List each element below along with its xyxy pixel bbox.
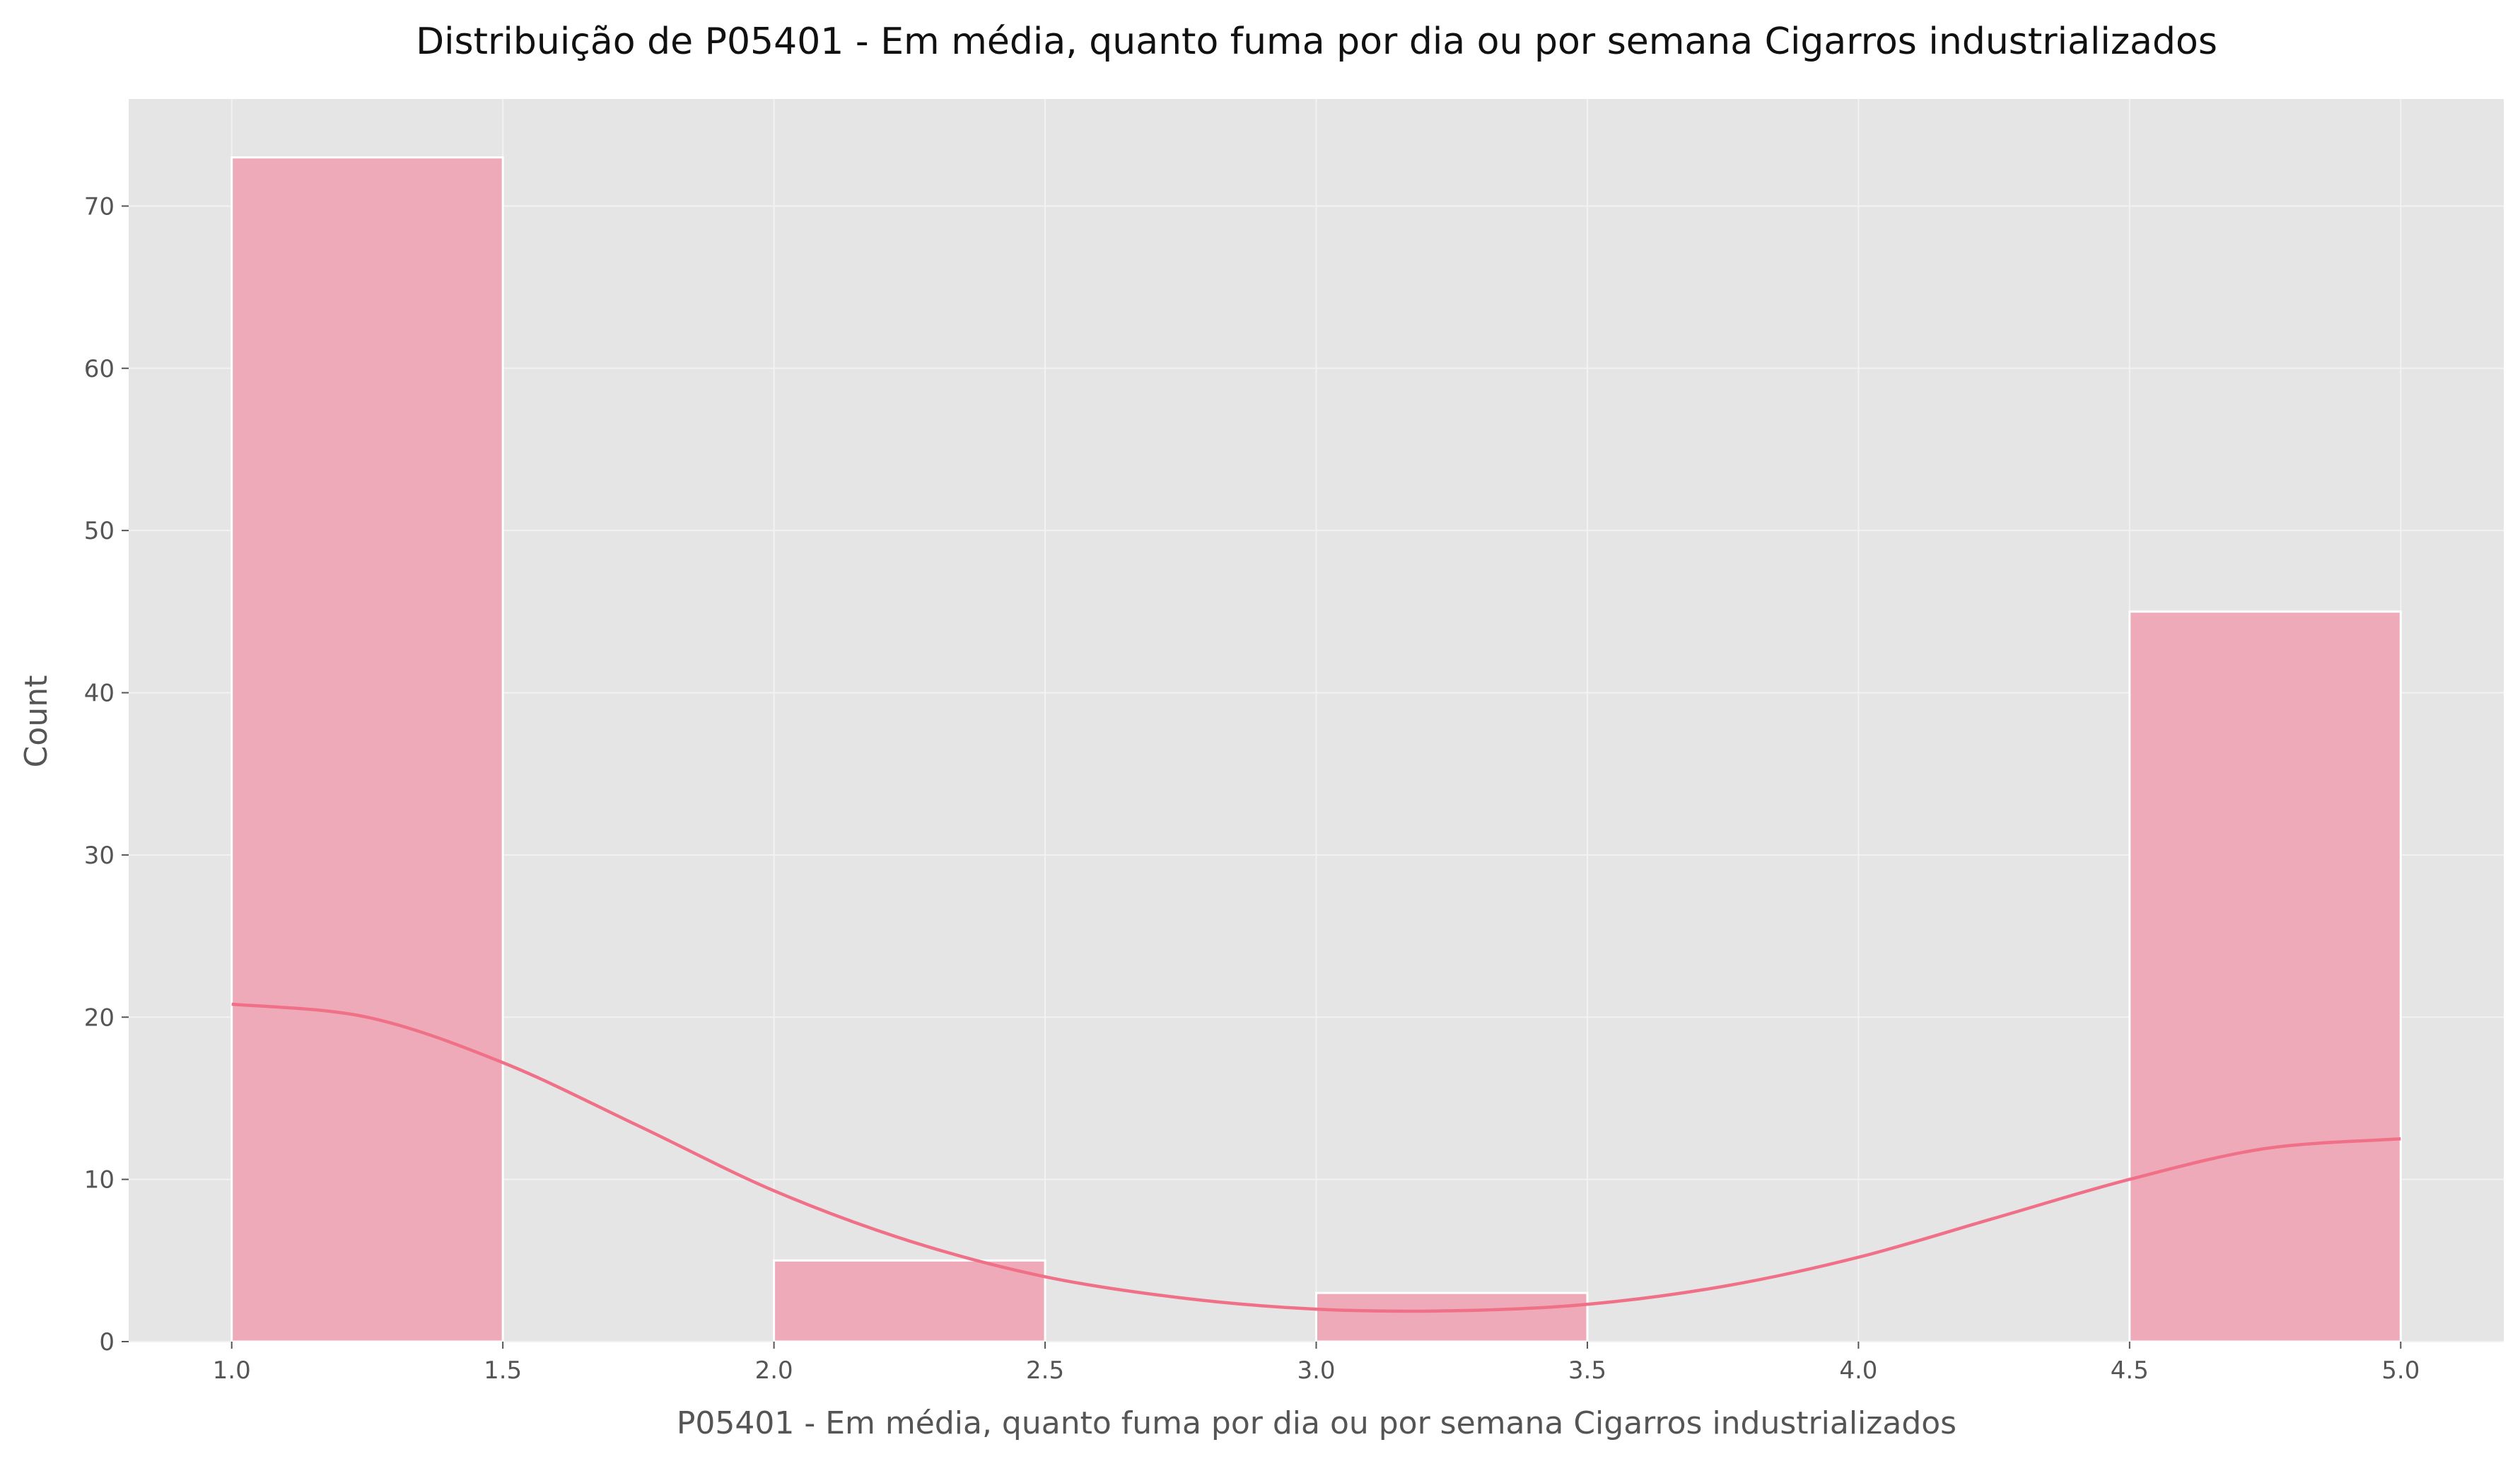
- y-axis-label: Count: [18, 675, 54, 768]
- histogram-bar: [231, 156, 504, 1343]
- histogram-bar: [773, 1259, 1046, 1343]
- y-axis-ticks: 0 10 20 30 40 50 60 70: [84, 192, 129, 1356]
- kde-curve: [231, 1002, 2401, 1313]
- histogram-bar: [2128, 610, 2402, 1343]
- y-tick-label: 30: [84, 842, 115, 870]
- x-tick-label: 4.0: [1839, 1356, 1877, 1385]
- y-tick-label: 10: [84, 1166, 115, 1194]
- x-tick-label: 3.0: [1297, 1356, 1335, 1385]
- x-tick-label: 2.5: [1026, 1356, 1064, 1385]
- x-axis-ticks: 1.0 1.5 2.0 2.5 3.0 3.5 4.0 4.5 5.0: [213, 1342, 2420, 1385]
- y-tick-label: 50: [84, 517, 115, 545]
- x-tick-label: 1.5: [484, 1356, 522, 1385]
- x-tick-label: 1.0: [213, 1356, 251, 1385]
- y-tick-label: 40: [84, 680, 115, 708]
- kde-curve-layer: [231, 1002, 2401, 1313]
- y-tick-label: 70: [84, 192, 115, 221]
- x-tick-label: 5.0: [2381, 1356, 2420, 1385]
- histogram-bars: [231, 156, 2402, 1343]
- y-tick-label: 20: [84, 1004, 115, 1032]
- x-axis-label: P05401 - Em média, quanto fuma por dia o…: [677, 1405, 1956, 1441]
- y-tick-label: 0: [99, 1328, 115, 1356]
- chart-title: Distribuição de P05401 - Em média, quant…: [416, 21, 2217, 63]
- x-tick-label: 2.0: [755, 1356, 793, 1385]
- x-tick-label: 4.5: [2111, 1356, 2149, 1385]
- x-tick-label: 3.5: [1568, 1356, 1606, 1385]
- histogram-bar: [1315, 1291, 1589, 1343]
- y-tick-label: 60: [84, 355, 115, 383]
